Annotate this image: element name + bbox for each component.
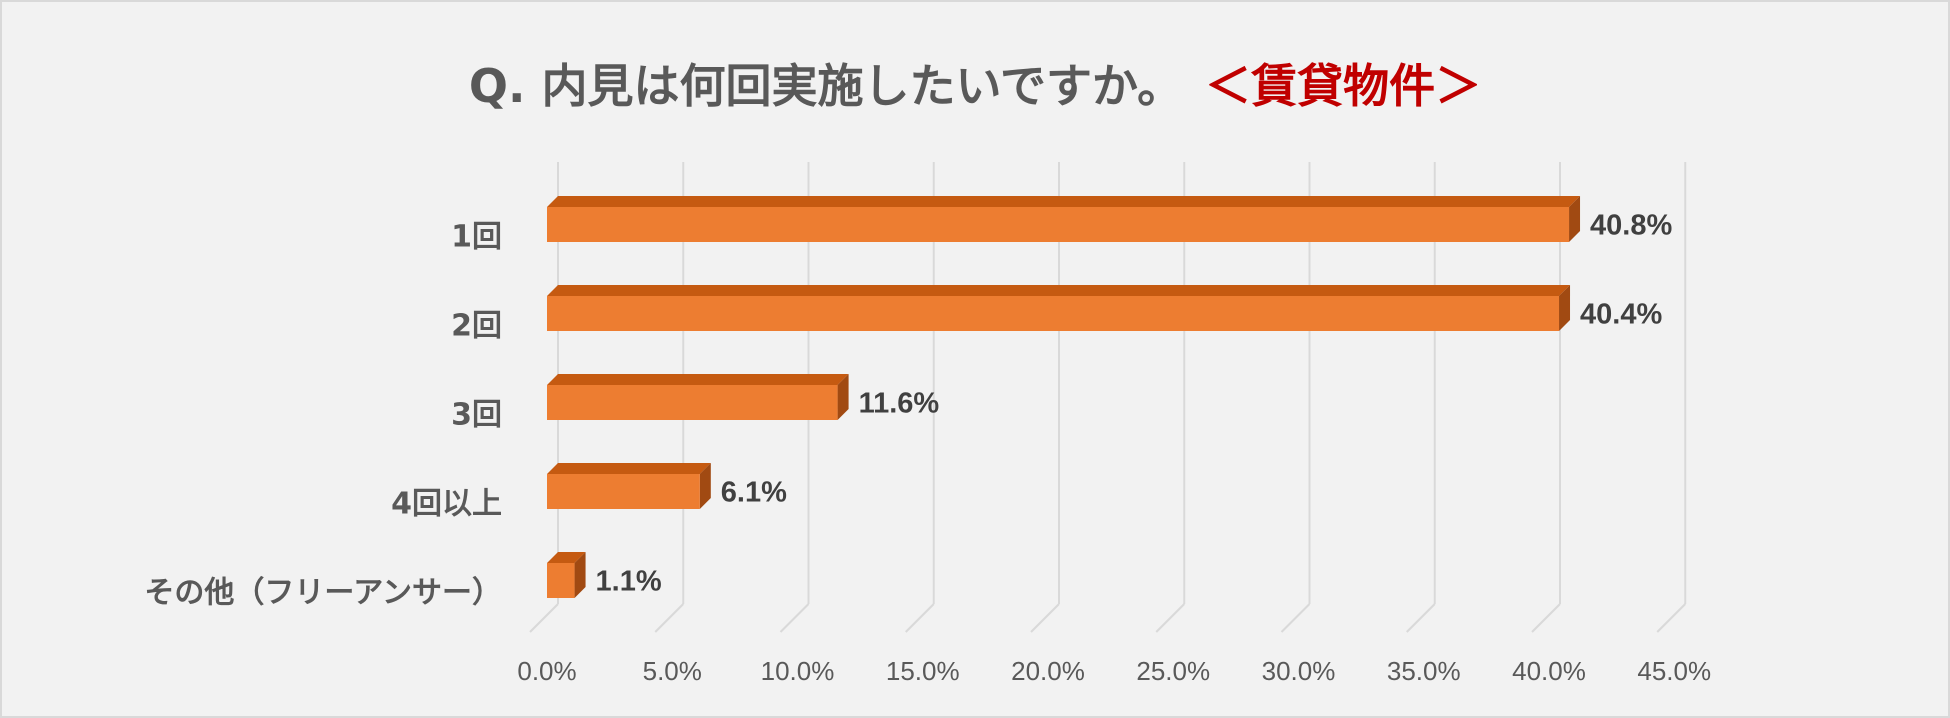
bar-side-face: [574, 552, 586, 598]
gridline-floor: [1406, 603, 1436, 633]
category-label: 1回: [451, 220, 502, 255]
bar: [547, 296, 1560, 331]
gridline-floor: [1656, 603, 1686, 633]
gridline-floor: [654, 603, 684, 633]
category-label: 4回以上: [391, 487, 502, 522]
bar-top-face: [547, 196, 1581, 207]
x-tick-label: 0.0%: [517, 656, 576, 686]
gridline-floor: [905, 603, 935, 633]
bar: [547, 385, 838, 420]
gridline-floor: [1280, 603, 1311, 633]
x-tick-label: 15.0%: [886, 656, 960, 686]
x-tick-label: 45.0%: [1637, 656, 1711, 686]
chart-title-accent: ＜賃貸物件＞: [1205, 59, 1482, 113]
x-tick-label: 40.0%: [1512, 656, 1586, 686]
chart-title-main: Q. 内見は何回実施したいですか。: [468, 59, 1184, 113]
bar-side-face: [837, 374, 849, 420]
category-label: 2回: [451, 309, 502, 344]
category-label: 3回: [451, 398, 502, 433]
bar: [547, 474, 700, 509]
data-label: 40.4%: [1580, 299, 1662, 331]
chart-title: Q. 内見は何回実施したいですか。 ＜賃貸物件＞: [2, 50, 1948, 116]
gridline-floor: [1531, 603, 1561, 633]
bar-top-face: [547, 552, 586, 563]
x-tick-label: 25.0%: [1136, 656, 1210, 686]
x-tick-label: 10.0%: [761, 656, 835, 686]
bar-top-face: [547, 285, 1571, 296]
data-label: 6.1%: [721, 477, 787, 509]
data-label: 1.1%: [596, 566, 662, 598]
data-label: 40.8%: [1590, 210, 1672, 242]
x-tick-label: 20.0%: [1011, 656, 1085, 686]
gridline-floor: [1030, 603, 1060, 633]
bar-top-face: [547, 374, 849, 385]
x-tick-label: 5.0%: [643, 656, 702, 686]
gridline-floor: [779, 603, 810, 633]
gridline-floor: [529, 603, 559, 633]
x-tick-label: 30.0%: [1262, 656, 1336, 686]
category-label: その他（フリーアンサー）: [144, 576, 502, 611]
bar-top-face: [547, 463, 711, 474]
data-label: 11.6%: [859, 388, 940, 420]
bar: [547, 563, 575, 598]
gridline-floor: [1155, 603, 1185, 633]
bar: [547, 207, 1570, 242]
bar-side-face: [1559, 285, 1571, 331]
bar-side-face: [1569, 196, 1581, 242]
x-tick-label: 35.0%: [1387, 656, 1461, 686]
bar-side-face: [699, 463, 711, 509]
